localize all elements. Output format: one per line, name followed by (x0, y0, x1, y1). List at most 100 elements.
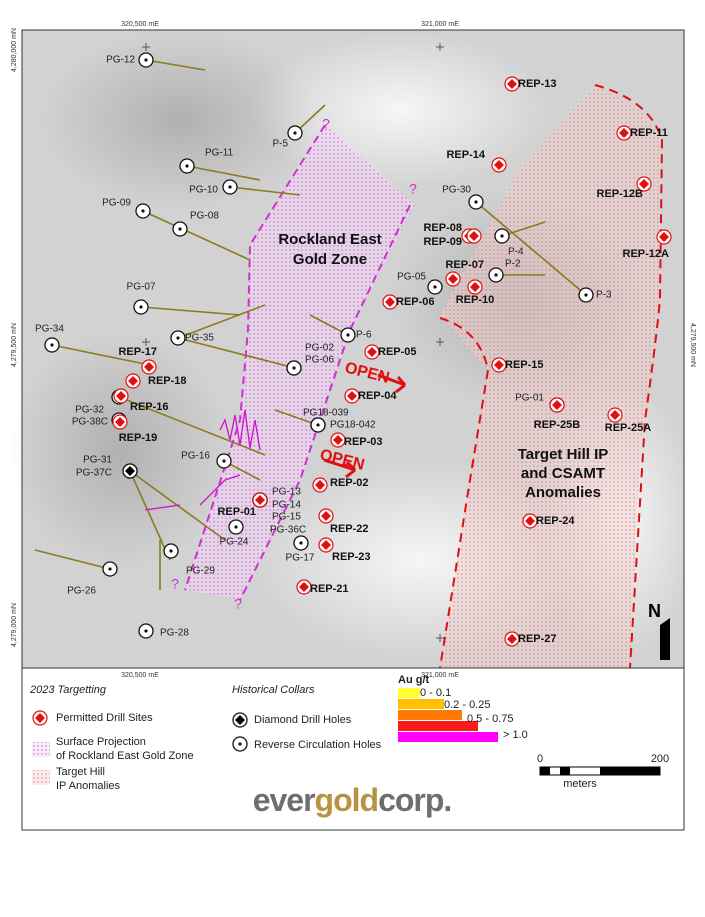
drill-trace (34, 549, 111, 570)
permitted-site (315, 480, 325, 490)
au-class-label: > 1.0 (503, 729, 528, 741)
collar-label: PG-06 (305, 355, 334, 366)
permitted-site (299, 582, 309, 592)
rockland-boundary (184, 124, 326, 591)
permitted-site (385, 297, 395, 307)
zone-label: Gold Zone (293, 251, 367, 268)
site-label: REP-07 (445, 259, 484, 271)
rc-collar-dot (474, 200, 478, 204)
au-swatch (398, 710, 462, 720)
rc-collar-dot (293, 131, 297, 135)
site-label: REP-23 (332, 551, 371, 563)
permitted-site (507, 634, 517, 644)
legend-title: Historical Collars (232, 684, 315, 696)
permitted-site (507, 79, 517, 89)
target-hill-boundary (594, 84, 664, 669)
north-arrow (660, 618, 670, 660)
permitted-site (144, 362, 154, 372)
legend-rc-icon-dot (238, 742, 242, 746)
site-label: REP-22 (330, 523, 369, 535)
legend-diamond-icon (235, 715, 245, 725)
collar-label: PG-35 (185, 333, 214, 344)
assay-bars (219, 409, 261, 451)
legend-swatch (32, 742, 50, 757)
site-label: REP-27 (518, 633, 557, 645)
site-label: REP-08 (423, 222, 462, 234)
collar-label: PG-26 (67, 586, 96, 597)
rc-collar-dot (222, 459, 226, 463)
permitted-site (619, 128, 629, 138)
legend-swatch (32, 770, 50, 785)
assay-highlights (144, 409, 261, 511)
scale-segment (560, 767, 570, 775)
collar-label: PG-12 (106, 55, 135, 66)
rockland-boundary (239, 204, 411, 601)
collar-label: PG-30 (442, 185, 471, 196)
collar-label: PG-31 (83, 455, 112, 466)
collar-label: PG-36C (270, 525, 306, 536)
permitted-site (367, 347, 377, 357)
permitted-site (321, 540, 331, 550)
site-label: REP-05 (378, 346, 417, 358)
site-label: REP-16 (130, 401, 169, 413)
rc-collar-dot (176, 336, 180, 340)
drill-trace (140, 306, 241, 316)
site-label: REP-17 (118, 346, 157, 358)
permitted-site (448, 274, 458, 284)
site-label: REP-19 (119, 432, 158, 444)
collar-label: P-2 (505, 259, 521, 270)
legend-label: Surface Projection (56, 736, 146, 748)
collar-label: PG-14 (272, 500, 301, 511)
north-arrow-shape (660, 618, 670, 660)
scale-bar (539, 766, 661, 776)
site-label: REP-12B (597, 188, 644, 200)
au-swatch (398, 732, 498, 742)
collar-label: PG-38C (72, 417, 108, 428)
drill-trace (177, 304, 266, 339)
permitted-site (659, 232, 669, 242)
logo-part: corp. (378, 782, 451, 818)
collar-label: PG-29 (186, 566, 215, 577)
au-class-label: 0.5 - 0.75 (467, 713, 513, 725)
drill-trace (186, 165, 261, 181)
collar-label: P-5 (272, 139, 288, 150)
coord-label: 4,279,500 mN (11, 323, 18, 367)
rc-collar-dot (494, 273, 498, 277)
permitted-site (128, 376, 138, 386)
permitted-site (470, 282, 480, 292)
drill-trace (475, 201, 587, 296)
drill-trace (142, 210, 251, 261)
permitted-site (255, 495, 265, 505)
hillshade (10, 330, 230, 570)
target-hill-boundary (439, 317, 490, 669)
permitted-site (525, 516, 535, 526)
site-label: REP-10 (456, 294, 495, 306)
drill-trace (229, 186, 301, 196)
logo: evergoldcorp. (253, 782, 452, 818)
drill-trace (118, 396, 266, 456)
rc-collar-dot (234, 525, 238, 529)
rc-collar-dot (316, 423, 320, 427)
collar-label: PG-24 (220, 537, 249, 548)
collar-label: PG-08 (190, 211, 219, 222)
rc-collar-dot (50, 343, 54, 347)
legend-label: IP Anomalies (56, 780, 121, 792)
legend-title: 2023 Targetting (29, 684, 107, 696)
zone-label: Target Hill IP (518, 446, 609, 463)
permitted-site (116, 391, 126, 401)
scale-segment (600, 767, 660, 775)
open-arrows (323, 373, 407, 479)
coord-label: 321,000 mE (421, 672, 459, 679)
collar-label: PG-15 (272, 512, 301, 523)
site-label: REP-25B (534, 419, 581, 431)
legend-label: Target Hill (56, 766, 105, 778)
diamond-collar (125, 466, 135, 476)
collar-label: P-6 (356, 330, 372, 341)
scale-label: 0 (537, 753, 543, 765)
site-label: REP-03 (344, 436, 383, 448)
permitted-site (115, 417, 125, 427)
legend-label: Diamond Drill Holes (254, 714, 352, 726)
grid-cross (142, 43, 444, 642)
collar-label: PG-07 (127, 282, 156, 293)
site-label: REP-24 (536, 515, 575, 527)
